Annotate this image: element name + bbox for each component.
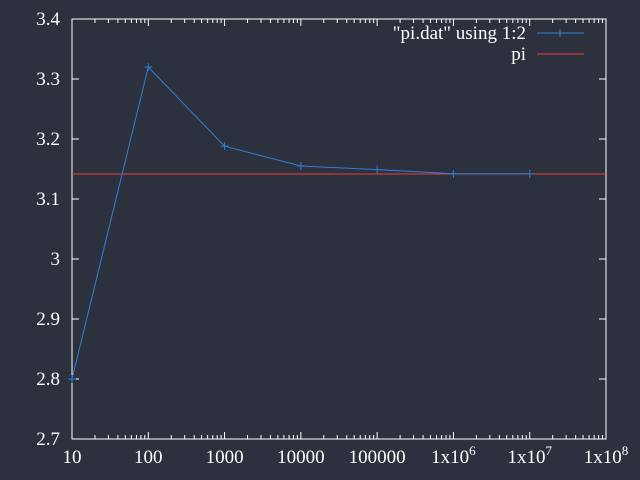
pi-dat-point <box>68 375 76 383</box>
legend: "pi.dat" using 1:2 pi <box>393 23 584 65</box>
axis-ticks <box>71 18 607 440</box>
y-tick-label: 3.2 <box>36 129 60 150</box>
pi-dat-point <box>296 162 305 170</box>
legend-label-data: "pi.dat" using 1:2 <box>393 23 526 44</box>
pi-dat-series-line <box>71 65 530 380</box>
pi-dat-point <box>525 169 534 178</box>
y-tick-labels: 2.7 2.8 2.9 3 3.1 3.2 3.3 3.4 <box>36 9 60 450</box>
y-tick-label: 2.9 <box>36 309 60 330</box>
y-tick-label: 3.3 <box>36 69 60 90</box>
x-tick-label: 100000 <box>349 447 406 468</box>
y-tick-label: 3 <box>51 249 61 270</box>
y-tick-label: 3.4 <box>36 9 60 30</box>
x-tick-label: 1000 <box>206 447 244 468</box>
y-tick-label: 2.8 <box>36 369 60 390</box>
legend-label-pi: pi <box>511 44 526 65</box>
x-tick-label: 100 <box>134 447 163 468</box>
pi-dat-point <box>220 142 229 151</box>
y-tick-label: 3.1 <box>36 189 60 210</box>
x-tick-label: 1x106 <box>431 443 476 468</box>
pi-dat-point <box>449 169 458 178</box>
y-tick-label: 2.7 <box>36 429 60 450</box>
x-tick-label: 10000 <box>277 447 325 468</box>
pi-dat-point <box>373 165 382 174</box>
x-tick-labels: 10 100 1000 10000 100000 1x106 1x107 1x108 <box>63 443 629 468</box>
series-layer <box>68 63 606 383</box>
x-tick-label: 10 <box>63 447 82 468</box>
x-tick-label: 1x108 <box>584 443 629 468</box>
plot-frame <box>71 18 607 440</box>
pi-dat-point <box>144 63 153 71</box>
x-tick-label: 1x107 <box>507 443 552 468</box>
